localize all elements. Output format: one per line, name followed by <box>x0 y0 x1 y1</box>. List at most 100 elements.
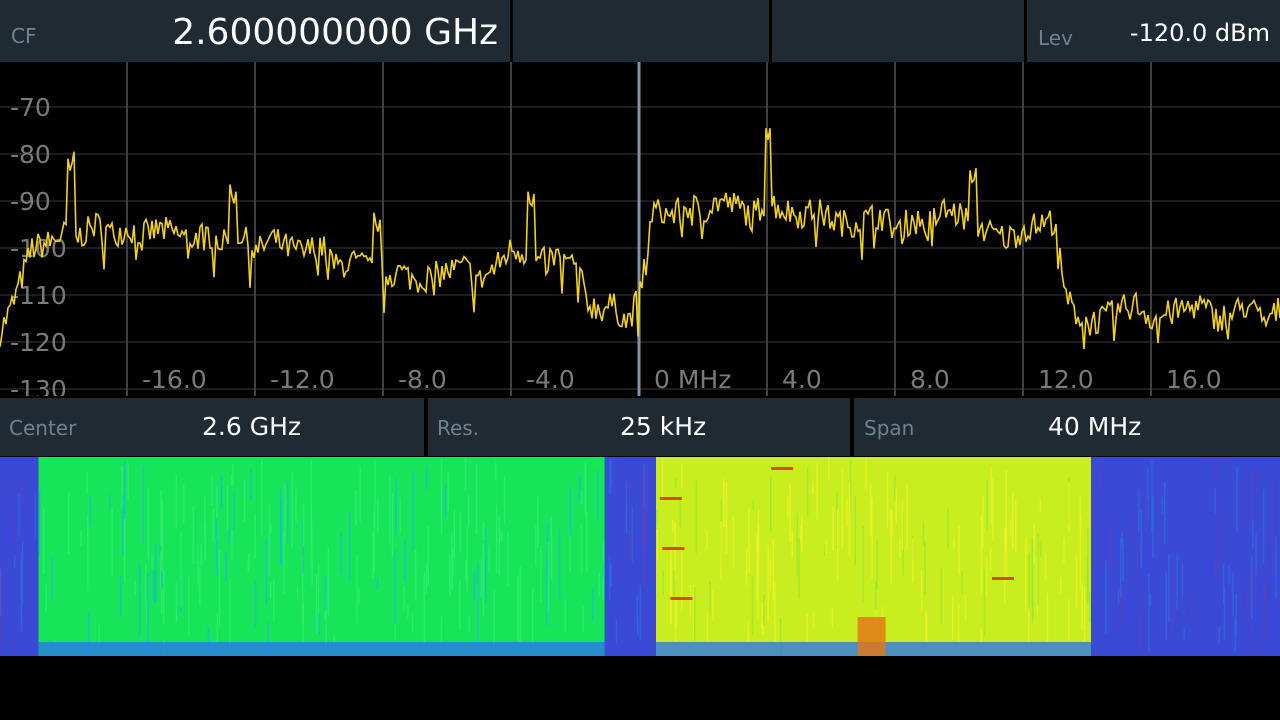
waterfall-streak <box>151 556 153 569</box>
waterfall-streak <box>233 492 235 531</box>
waterfall-streak <box>1164 481 1166 545</box>
waterfall-streak <box>268 503 271 576</box>
waterfall-streak <box>796 513 798 577</box>
waterfall-streak <box>1046 593 1049 651</box>
waterfall-streak <box>301 554 304 626</box>
x-tick-label-7: 12.0 <box>1038 365 1094 394</box>
waterfall-streak <box>924 542 926 595</box>
waterfall-streak <box>482 543 485 617</box>
waterfall-streak <box>45 584 47 613</box>
waterfall-streak <box>1075 554 1078 609</box>
waterfall-streak <box>757 580 759 622</box>
waterfall-streak <box>1137 593 1140 608</box>
waterfall-streak <box>1063 537 1065 563</box>
waterfall-streak <box>199 567 201 606</box>
waterfall-streak <box>636 594 639 631</box>
waterfall-streak <box>540 546 542 602</box>
waterfall-streak <box>207 626 210 649</box>
waterfall-streak <box>832 506 834 551</box>
waterfall-streak <box>183 485 185 523</box>
waterfall-streak <box>89 497 92 527</box>
waterfall-streak <box>871 498 873 578</box>
waterfall-streak <box>906 485 908 550</box>
waterfall-streak <box>1005 527 1008 583</box>
waterfall-hot-column <box>857 617 886 656</box>
waterfall-streak <box>674 597 677 643</box>
waterfall-streak <box>270 523 272 534</box>
lev-field[interactable]: Lev -120.0 dBm <box>1027 0 1280 62</box>
waterfall-streak <box>21 541 24 606</box>
waterfall-streak <box>584 461 587 514</box>
waterfall-streak <box>1036 557 1038 615</box>
waterfall-streak <box>411 614 414 633</box>
waterfall-streak <box>836 509 839 581</box>
y-tick-label-4: -110 <box>10 281 67 310</box>
waterfall-streak <box>147 488 150 560</box>
waterfall-streak <box>1100 470 1102 488</box>
waterfall-streak <box>672 520 674 533</box>
waterfall-streak <box>161 499 163 572</box>
waterfall-streak <box>763 594 765 626</box>
waterfall-streak <box>1214 488 1216 514</box>
waterfall-streak <box>1265 574 1267 641</box>
waterfall-streak <box>1148 573 1150 652</box>
waterfall-streak <box>1183 628 1185 640</box>
waterfall-streak <box>389 474 391 544</box>
waterfall-display[interactable] <box>0 457 1280 656</box>
waterfall-streak <box>1215 457 1217 481</box>
waterfall-streak <box>1044 553 1047 579</box>
waterfall-streak <box>1012 491 1014 549</box>
waterfall-streak <box>865 457 867 490</box>
y-tick-label-0: -70 <box>10 93 51 122</box>
waterfall-streak <box>1136 548 1138 577</box>
center-value: 2.6 GHz <box>202 412 301 441</box>
waterfall-streak <box>407 604 409 619</box>
waterfall-streak <box>615 619 618 643</box>
waterfall-streak <box>1132 518 1135 545</box>
res-field[interactable]: Res. 25 kHz <box>428 398 850 456</box>
waterfall-streak <box>1181 564 1184 596</box>
waterfall-streak <box>1223 586 1226 641</box>
waterfall-streak <box>14 516 16 546</box>
waterfall-streak <box>656 509 658 530</box>
y-tick-label-5: -120 <box>10 328 67 357</box>
waterfall-streak <box>732 516 735 568</box>
spectrum-plot[interactable]: -70 -80 -90 -100 -110 -120 -130 -16.0 -12.0 -8.0 -… <box>0 62 1280 396</box>
waterfall-streak <box>1176 553 1178 610</box>
waterfall-streak <box>1152 495 1154 559</box>
waterfall-streak <box>0 566 3 646</box>
waterfall-streak <box>569 528 571 573</box>
waterfall-streak <box>1218 626 1220 644</box>
cf-field[interactable]: CF 2.600000000 GHz <box>0 0 510 62</box>
span-field[interactable]: Span 40 MHz <box>854 398 1280 456</box>
waterfall-streak <box>547 541 550 613</box>
waterfall-streak <box>1105 560 1107 634</box>
waterfall-streak <box>992 478 994 542</box>
waterfall-streak <box>414 549 417 600</box>
waterfall-streak <box>80 530 82 547</box>
waterfall-streak <box>647 468 649 544</box>
waterfall-streak <box>1234 617 1236 653</box>
waterfall-streak <box>324 576 327 610</box>
waterfall-streak <box>269 582 272 599</box>
waterfall-streak <box>519 566 521 642</box>
waterfall-streak <box>1259 642 1261 653</box>
cf-label: CF <box>11 24 37 48</box>
waterfall-streak <box>254 581 257 627</box>
waterfall-streak <box>287 481 289 544</box>
waterfall-streak <box>376 577 379 590</box>
center-field[interactable]: Center 2.6 GHz <box>0 398 424 456</box>
waterfall-streak <box>1068 599 1070 640</box>
waterfall-streak <box>598 573 601 597</box>
waterfall-streak <box>18 493 20 536</box>
waterfall-streak <box>712 589 714 622</box>
waterfall-streak <box>1025 537 1027 613</box>
waterfall-streak <box>121 465 123 510</box>
waterfall-streak <box>1232 572 1234 616</box>
waterfall-streak <box>160 551 162 590</box>
waterfall-streak <box>578 475 581 500</box>
waterfall-streak <box>453 510 456 558</box>
waterfall-streak <box>477 562 479 643</box>
waterfall-streak <box>163 570 165 625</box>
waterfall-streak <box>142 465 145 545</box>
